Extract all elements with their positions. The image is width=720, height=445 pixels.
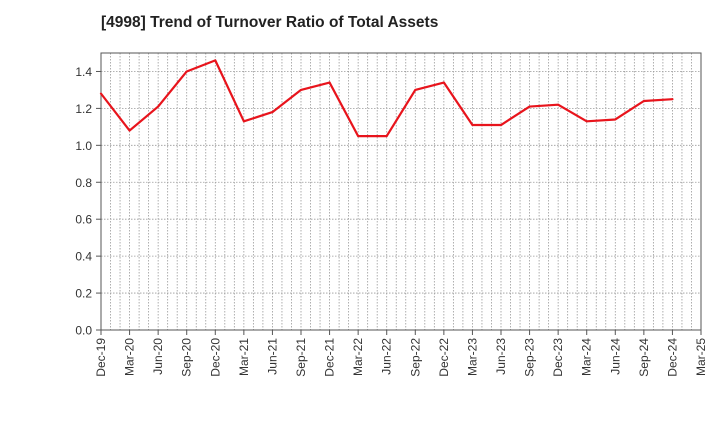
grid xyxy=(100,52,702,330)
y-tick-label: 1.2 xyxy=(75,102,92,116)
data-point xyxy=(357,135,360,138)
y-tick-label: 0.8 xyxy=(75,176,92,190)
x-tick-label: Jun-24 xyxy=(608,338,622,375)
data-point xyxy=(585,120,588,123)
x-tick-label: Dec-22 xyxy=(437,338,451,377)
data-point xyxy=(157,105,160,108)
x-tick-label: Mar-20 xyxy=(123,338,137,376)
x-tick-label: Sep-22 xyxy=(408,338,422,377)
x-tick-label: Mar-21 xyxy=(237,338,251,376)
data-point xyxy=(471,124,474,126)
data-point xyxy=(300,89,302,91)
data-point xyxy=(128,129,131,132)
y-tick-label: 0.2 xyxy=(75,287,92,301)
data-point xyxy=(385,135,388,138)
x-tick-label: Dec-21 xyxy=(323,338,337,377)
data-point xyxy=(671,98,674,101)
data-point xyxy=(442,81,445,84)
data-point xyxy=(242,120,245,123)
y-tick-label: 1.4 xyxy=(75,65,92,79)
data-point xyxy=(328,81,331,84)
data-point xyxy=(271,111,274,113)
data-point xyxy=(100,92,102,95)
data-point xyxy=(214,59,217,62)
x-tick-label: Mar-23 xyxy=(465,338,479,376)
x-tick-label: Mar-25 xyxy=(694,338,708,376)
data-point xyxy=(614,118,617,121)
data-point xyxy=(528,105,531,108)
x-tick-label: Jun-23 xyxy=(494,338,508,375)
y-tick-label: 0.0 xyxy=(75,324,92,338)
plot-frame xyxy=(100,52,702,331)
x-tick-label: Dec-19 xyxy=(94,338,108,377)
x-tick-label: Sep-21 xyxy=(294,338,308,377)
x-tick-label: Jun-20 xyxy=(151,338,165,375)
data-point xyxy=(500,124,502,126)
y-tick-label: 0.6 xyxy=(75,213,92,227)
x-tick-label: Jun-22 xyxy=(380,338,394,375)
x-tick-label: Sep-20 xyxy=(180,338,194,377)
data-point xyxy=(557,103,560,106)
data-point xyxy=(414,89,417,91)
x-tick-label: Mar-24 xyxy=(580,338,594,376)
y-tick-label: 0.4 xyxy=(75,250,92,264)
data-point xyxy=(642,100,645,102)
x-tick-label: Dec-20 xyxy=(208,338,222,377)
data-point xyxy=(185,70,188,73)
y-tick-label: 1.0 xyxy=(75,139,92,153)
chart-title: [4998] Trend of Turnover Ratio of Total … xyxy=(101,14,439,31)
x-tick-label: Mar-22 xyxy=(351,338,365,376)
x-tick-label: Dec-23 xyxy=(551,338,565,377)
plot-area xyxy=(101,53,701,330)
x-tick-label: Sep-23 xyxy=(523,338,537,377)
x-tick-label: Sep-24 xyxy=(637,338,651,377)
x-tick-label: Dec-24 xyxy=(665,338,679,377)
x-tick-label: Jun-21 xyxy=(265,338,279,375)
